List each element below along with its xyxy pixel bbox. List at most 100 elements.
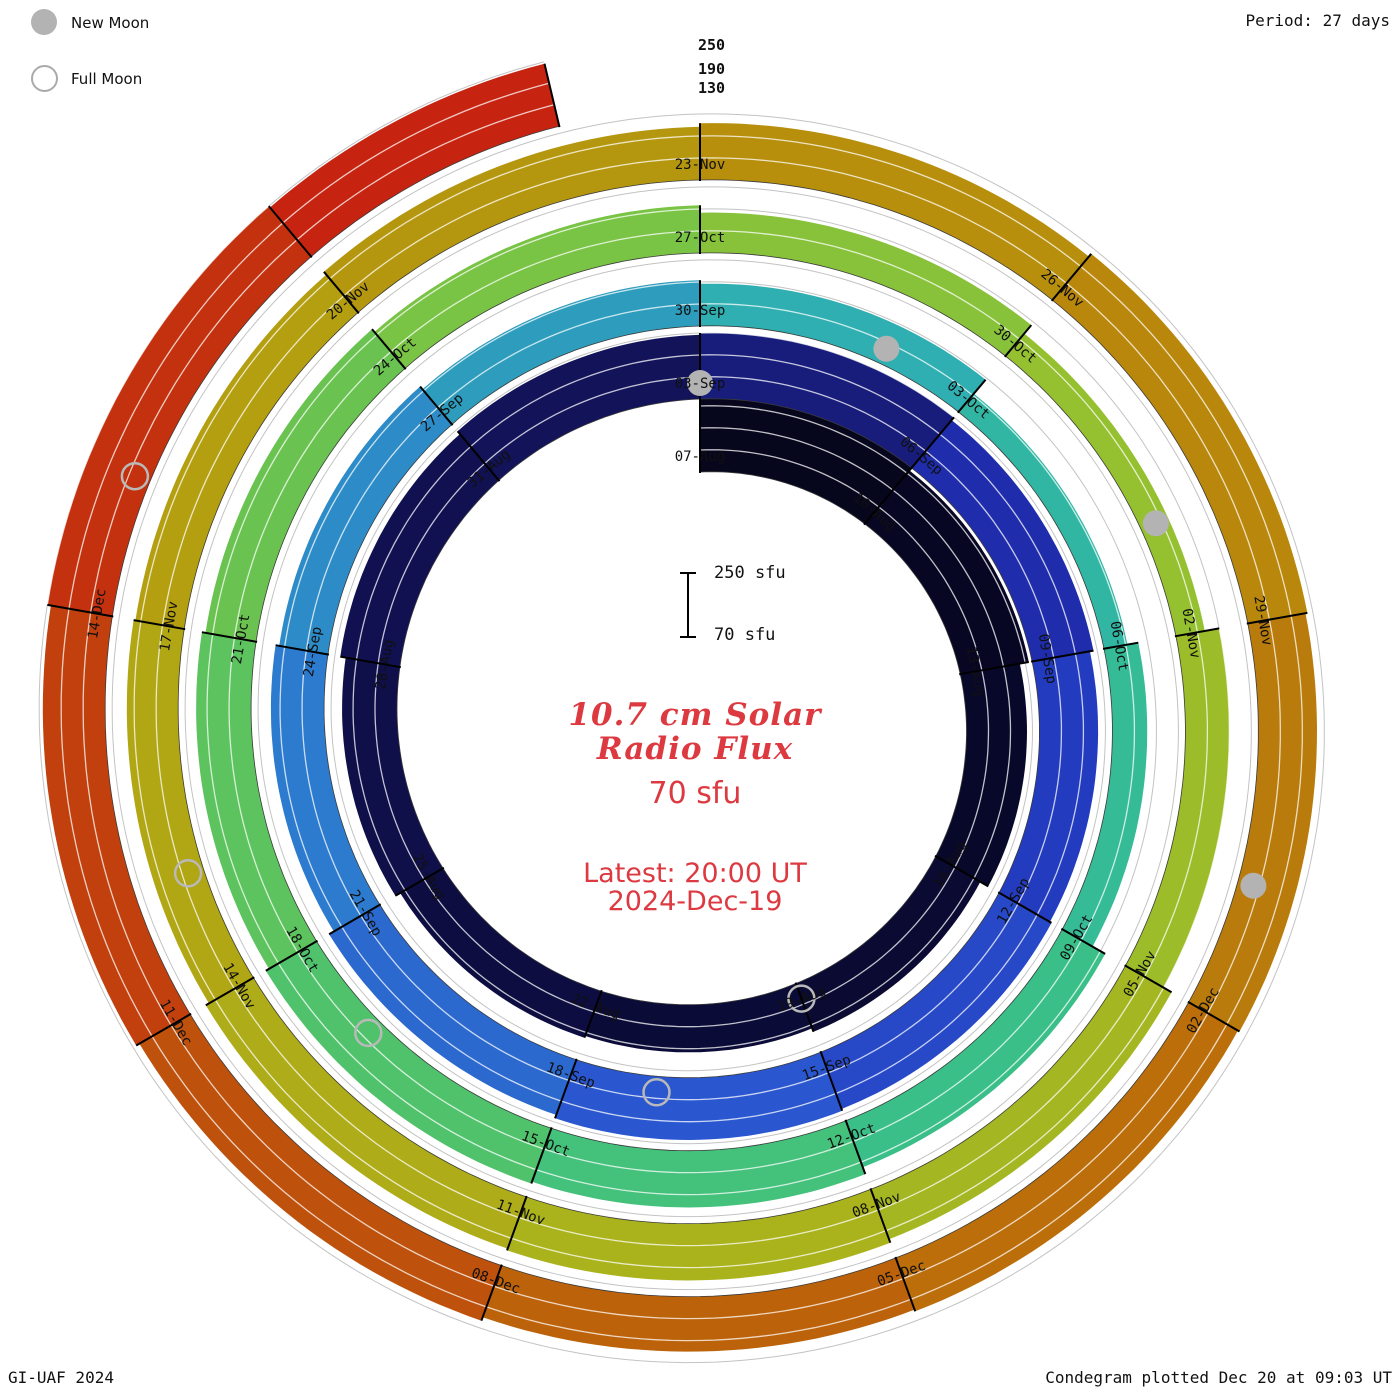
- flux-bar-08-Dec: [139, 1014, 502, 1321]
- flux-gridline-190-08-Dec: [151, 1035, 487, 1308]
- segment-boundary-tick: [1124, 964, 1173, 994]
- segment-boundary-tick: [957, 379, 987, 414]
- flux-bar-17-Nov: [135, 274, 359, 629]
- flux-gridline-190-20-Nov: [329, 135, 701, 280]
- flux-gridline-130-11-Dec: [82, 612, 172, 1026]
- flux-bar-31-Aug: [457, 334, 700, 481]
- flux-gridline-190-15-Sep: [561, 1092, 837, 1123]
- segment-boundary-tick: [863, 465, 914, 526]
- flux-gridline-190-14-Dec: [68, 222, 284, 609]
- segment-boundary-tick: [47, 603, 114, 618]
- flux-gridline-130-03-Sep: [699, 376, 927, 452]
- flux-bar-27-Sep: [422, 280, 700, 425]
- flux-gridline-250-27-Sep: [409, 259, 701, 375]
- chart-title-line1: 10.7 cm Solar: [568, 697, 822, 733]
- flux-gridline-130-21-Oct: [233, 351, 392, 639]
- flux-gridline-190-06-Oct: [1099, 641, 1157, 952]
- flux-gridline-250-05-Dec: [478, 1319, 919, 1364]
- segment-boundary-tick: [959, 661, 1029, 676]
- flux-gridline-130-19-Aug: [593, 1003, 804, 1028]
- flux-gridline-130-03-Oct: [972, 394, 1127, 646]
- period-label: Period: 27 days: [1245, 11, 1391, 30]
- flux-gridline-250-11-Dec: [38, 604, 134, 1048]
- new-moon-marker-01-Dec: [1240, 872, 1267, 899]
- segment-boundary-tick: [205, 976, 255, 1007]
- flux-gridline-190-18-Oct: [206, 634, 280, 964]
- baseline-flux-value: 70 sfu: [648, 776, 742, 811]
- segment-boundary-tick: [419, 385, 454, 426]
- flux-bar-14-Dec: [47, 206, 312, 617]
- flux-gridline-130-08-Nov: [518, 1209, 879, 1247]
- flux-gridline-190-30-Oct: [1033, 321, 1220, 629]
- flux-gridline-190-11-Nov: [214, 999, 512, 1239]
- flux-gridline-190-05-Dec: [486, 1298, 912, 1342]
- segment-boundary-tick: [480, 1264, 503, 1322]
- segment-boundary-tick: [934, 854, 989, 888]
- segment-boundary-tick: [869, 1188, 892, 1244]
- flux-bar-17-Dec: [269, 63, 560, 257]
- segment-boundary-tick: [543, 63, 561, 128]
- flux-gridline-190-15-Oct: [277, 962, 537, 1171]
- flux-gridline-250-14-Dec: [46, 205, 270, 606]
- flux-gridline-130-12-Sep: [828, 903, 1019, 1074]
- latest-observation-time: Latest: 20:00 UT: [583, 858, 807, 889]
- flux-gridline-130-17-Nov: [161, 295, 345, 626]
- flux-gridline-190-21-Oct: [212, 334, 378, 635]
- flux-gridline-130-15-Oct: [297, 951, 545, 1150]
- segment-boundary-tick: [1102, 641, 1139, 650]
- flux-gridline-250-12-Oct: [528, 1182, 869, 1218]
- flux-bar-07-Aug: [700, 396, 913, 524]
- flux-gridline-130-14-Dec: [89, 239, 298, 613]
- full-moon-marker-15-Nov: [173, 859, 203, 888]
- flux-gridline-250-09-Oct: [868, 961, 1120, 1184]
- flux-gridline-190-24-Sep: [283, 390, 425, 647]
- flux-bar-30-Sep: [700, 283, 986, 412]
- flux-gridline-190-17-Dec: [282, 82, 550, 224]
- flux-gridline-130-20-Nov: [343, 157, 701, 297]
- full-moon-marker-19-Aug: [787, 984, 816, 1013]
- flux-gridline-130-07-Aug: [699, 449, 880, 508]
- date-label-27-Oct: 27-Oct: [675, 230, 726, 246]
- segment-boundary-tick: [323, 271, 360, 314]
- flux-gridline-130-15-Sep: [568, 1072, 829, 1101]
- segment-boundary-tick: [201, 631, 258, 643]
- flux-gridline-130-10-Aug: [878, 506, 983, 671]
- new-moon-marker-01-Nov: [1142, 510, 1169, 537]
- flux-bar-22-Aug: [400, 868, 602, 1038]
- flux-gridline-130-29-Nov: [1207, 619, 1281, 1014]
- new-moon-marker-02-Oct: [873, 335, 900, 362]
- segment-boundary-tick: [910, 416, 955, 470]
- date-label-07-Aug: 07-Aug: [675, 449, 726, 465]
- flux-bar-28-Aug: [340, 434, 499, 668]
- flux-gridline-250-15-Oct: [259, 974, 529, 1191]
- flux-gridline-190-08-Nov: [511, 1230, 887, 1269]
- new-moon-marker-03-Sep: [687, 370, 713, 396]
- flux-bar-09-Sep: [999, 651, 1099, 922]
- flux-bar-15-Sep: [555, 1052, 843, 1140]
- flux-gridline-190-14-Nov: [133, 621, 216, 1001]
- flux-gridline-250-29-Nov: [1245, 611, 1325, 1036]
- full-moon-marker-17-Oct: [354, 1018, 383, 1048]
- flux-bar-25-Aug: [342, 657, 444, 896]
- flux-gridline-190-26-Nov: [1080, 265, 1292, 616]
- flux-bar-26-Nov: [1052, 253, 1308, 624]
- flux-gridline-190-02-Nov: [1163, 628, 1230, 989]
- segment-boundary-tick: [554, 1058, 578, 1119]
- segment-boundary-tick: [1246, 611, 1308, 625]
- flux-gridline-190-03-Oct: [986, 377, 1148, 642]
- legend-full-moon-label: Full Moon: [71, 70, 143, 88]
- flux-gridline-130-16-Aug: [803, 866, 956, 1005]
- flux-gridline-250-03-Sep: [699, 332, 955, 418]
- flux-gridline-190-17-Nov: [140, 278, 331, 622]
- flux-bar-06-Oct: [1062, 642, 1148, 947]
- footer-credit: GI-UAF 2024: [8, 1368, 114, 1387]
- flux-gridline-250-30-Oct: [1047, 305, 1242, 625]
- flux-bar-05-Nov: [870, 965, 1172, 1240]
- chart-title-line2: Radio Flux: [596, 731, 794, 767]
- flux-gridline-250-09-Sep: [1055, 649, 1106, 926]
- flux-gridline-250-10-Aug: [906, 472, 1026, 663]
- flux-bar-09-Oct: [845, 929, 1106, 1168]
- flux-gridline-250-16-Aug: [818, 888, 994, 1047]
- flux-gridline-250-20-Nov: [315, 113, 701, 263]
